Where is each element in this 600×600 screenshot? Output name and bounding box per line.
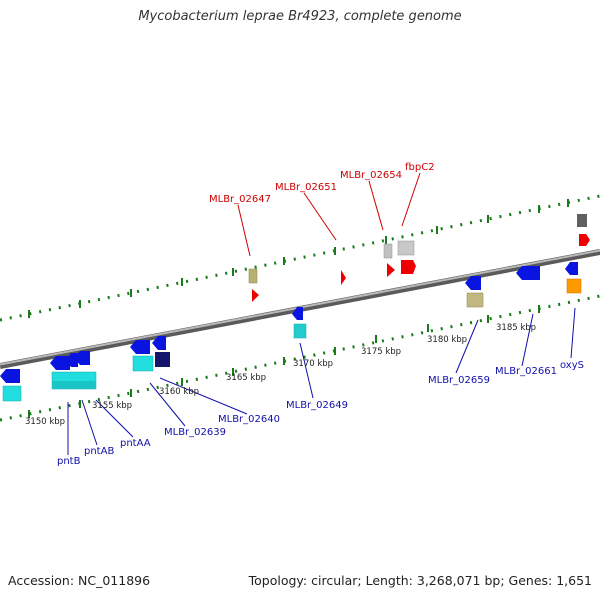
genome-summary-text: Topology: circular; Length: 3,268,071 bp… [248, 573, 592, 588]
gene-arrow [74, 351, 90, 365]
gene-feature [397, 240, 415, 256]
gene-label-MLBr_02654: MLBr_02654 [340, 170, 402, 181]
kbp-scale-labels: 3150 kbp 3155 kbp 3160 kbp 3165 kbp 3170… [25, 323, 536, 427]
gene-feature [52, 381, 96, 389]
gene-arrow [252, 289, 259, 302]
genome-title: Mycobacterium leprae Br4923, complete ge… [138, 9, 462, 24]
gene-label-MLBr_02647: MLBr_02647 [209, 194, 271, 205]
gene-label-oxyS: oxyS [560, 360, 584, 371]
gene-arrow [387, 263, 395, 277]
gene-feature [2, 385, 22, 402]
gene-label-MLBr_02661: MLBr_02661 [495, 366, 557, 377]
gene-feature [248, 268, 258, 284]
gene-label-pntB: pntB [57, 456, 81, 467]
top-leader-lines [237, 172, 421, 257]
gene-feature [383, 243, 393, 259]
gene-label-pntAA: pntAA [120, 438, 151, 449]
gene-label-MLBr_02640: MLBr_02640 [218, 414, 280, 425]
forward-genes [248, 214, 590, 302]
kbp-label: 3150 kbp [25, 417, 65, 427]
gene-feature [577, 214, 587, 227]
gene-arrow [401, 260, 416, 274]
gene-feature [293, 323, 307, 339]
gene-feature [466, 292, 484, 308]
gene-arrow [130, 340, 150, 354]
gene-arrow [516, 266, 540, 280]
gene-arrow [565, 262, 578, 275]
gene-arrow [152, 336, 166, 350]
gene-arrow [50, 356, 70, 370]
reverse-genes [0, 262, 582, 402]
gene-label-MLBr_02639: MLBr_02639 [164, 427, 226, 438]
bottom-leader-lines [67, 307, 576, 455]
kbp-label: 3185 kbp [496, 323, 536, 333]
gene-label-pntAB: pntAB [84, 446, 114, 457]
gene-arrow [465, 276, 481, 290]
gene-label-MLBr_02659: MLBr_02659 [428, 375, 490, 386]
gene-label-fbpC2: fbpC2 [405, 162, 435, 173]
accession-text: Accession: NC_011896 [8, 573, 151, 588]
kbp-label: 3160 kbp [159, 387, 199, 397]
bottom-major-ticks [28, 305, 540, 418]
gene-label-MLBr_02649: MLBr_02649 [286, 400, 348, 411]
top-major-ticks [28, 199, 569, 318]
gene-feature [155, 352, 170, 367]
gene-feature [566, 278, 582, 294]
kbp-label: 3155 kbp [92, 401, 132, 411]
top-tick-track [0, 194, 600, 322]
gene-arrow [66, 353, 78, 367]
gene-arrow [292, 307, 303, 320]
gene-feature [132, 355, 154, 372]
kbp-label: 3170 kbp [293, 359, 333, 369]
bottom-gene-labels: pntB pntAB pntAA MLBr_02639 MLBr_02640 M… [57, 360, 584, 467]
gene-arrow [579, 234, 590, 246]
gene-arrow [341, 270, 346, 285]
kbp-label: 3165 kbp [226, 373, 266, 383]
top-gene-labels: MLBr_02647 MLBr_02651 MLBr_02654 fbpC2 [209, 162, 435, 205]
kbp-label: 3175 kbp [361, 347, 401, 357]
bottom-tick-track [0, 294, 600, 422]
gene-arrow [0, 369, 20, 383]
gene-label-MLBr_02651: MLBr_02651 [275, 182, 337, 193]
kbp-label: 3180 kbp [427, 335, 467, 345]
